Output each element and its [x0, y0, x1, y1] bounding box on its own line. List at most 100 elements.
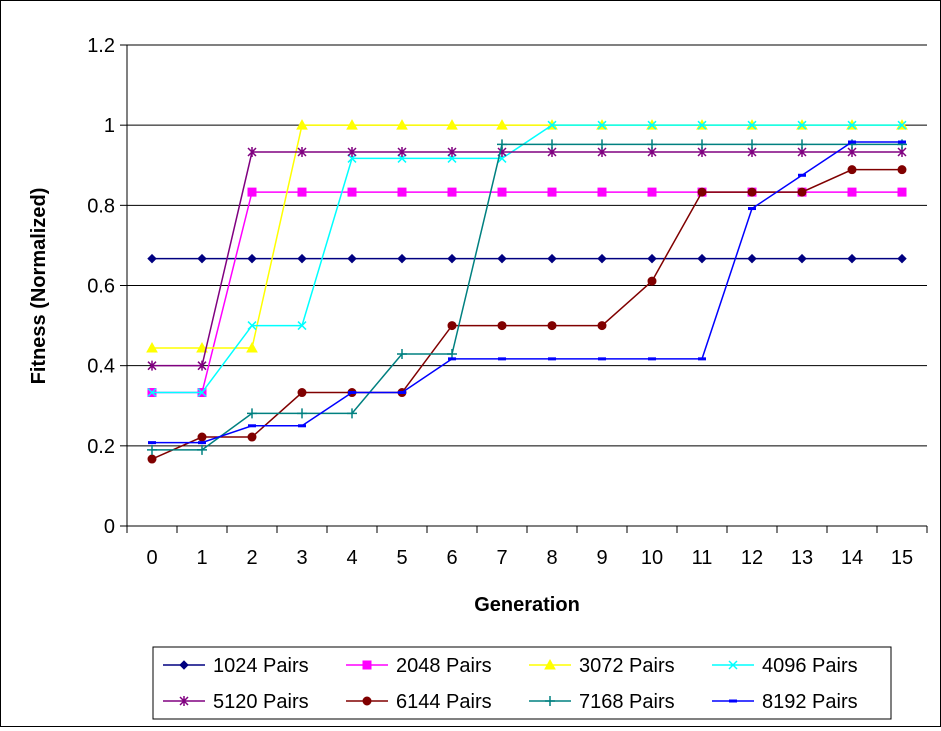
- data-point: [397, 147, 407, 158]
- data-point: [647, 253, 657, 264]
- data-point: [197, 253, 207, 264]
- data-point: [898, 140, 906, 144]
- x-tick-label: 14: [841, 547, 863, 569]
- data-point: [547, 120, 557, 130]
- y-tick-label: 0.4: [87, 356, 115, 378]
- data-point: [247, 147, 257, 158]
- data-point: [147, 387, 157, 398]
- data-point: [698, 357, 706, 361]
- legend-swatch-marker: [179, 660, 189, 670]
- data-point: [897, 120, 907, 130]
- data-point: [897, 165, 907, 175]
- legend-label: 1024 Pairs: [213, 655, 309, 677]
- data-point: [447, 153, 457, 163]
- data-point: [397, 187, 407, 197]
- data-point: [346, 119, 358, 130]
- legend-entries: 1024 Pairs 2048 Pairs 3072 Pairs 4096 Pairs…: [163, 655, 858, 713]
- legend: 1024 Pairs 2048 Pairs 3072 Pairs 4096 Pairs…: [152, 646, 892, 720]
- data-point: [497, 139, 507, 150]
- data-point: [647, 187, 657, 197]
- data-point: [647, 139, 657, 150]
- legend-swatch-marker: [729, 699, 737, 703]
- x-tick-label: 11: [692, 547, 713, 569]
- x-axis-title: Generation: [474, 594, 580, 616]
- data-point: [447, 187, 457, 197]
- data-point: [897, 253, 907, 264]
- data-point: [548, 357, 556, 361]
- data-point: [146, 342, 158, 353]
- series-8: [148, 140, 906, 445]
- legend-entry: 1024 Pairs: [163, 655, 309, 677]
- data-point: [446, 119, 458, 130]
- series-5: [147, 147, 907, 371]
- legend-swatch-marker: [545, 696, 555, 706]
- data-point: [647, 120, 657, 130]
- data-point: [597, 120, 607, 130]
- data-point: [347, 253, 357, 264]
- legend-entry: 7168 Pairs: [529, 691, 675, 713]
- data-point: [497, 187, 507, 197]
- x-tick-label: 2: [246, 547, 257, 569]
- data-point: [196, 342, 208, 353]
- data-point: [297, 408, 307, 419]
- x-tick-label: 0: [146, 547, 157, 569]
- data-point: [397, 253, 407, 264]
- x-tick-label: 6: [446, 547, 457, 569]
- x-tick-label: 5: [396, 547, 407, 569]
- data-point: [347, 408, 357, 419]
- data-point: [547, 321, 557, 331]
- y-tick-label: 0.2: [87, 436, 115, 458]
- y-tick-label: 0.8: [87, 195, 115, 217]
- axes: [120, 44, 928, 533]
- data-point: [497, 321, 507, 331]
- data-point: [197, 432, 207, 442]
- legend-swatch-marker: [179, 696, 189, 706]
- data-point: [347, 147, 357, 158]
- data-point: [297, 253, 307, 264]
- y-tick-label: 0.6: [87, 276, 115, 298]
- data-point: [246, 342, 258, 353]
- data-point: [197, 444, 207, 455]
- data-point: [598, 357, 606, 361]
- legend-swatch-marker: [362, 696, 372, 706]
- data-point: [847, 120, 857, 130]
- legend-label: 5120 Pairs: [213, 691, 309, 713]
- data-point: [147, 360, 157, 371]
- data-point: [847, 187, 857, 197]
- x-tick-label: 7: [496, 547, 507, 569]
- x-tick-label: 1: [196, 547, 207, 569]
- x-tick-label: 8: [546, 547, 557, 569]
- series-1: [147, 253, 907, 264]
- gridlines: [127, 44, 927, 447]
- series-line: [152, 124, 902, 394]
- data-point: [897, 187, 907, 197]
- legend-label: 3072 Pairs: [579, 655, 675, 677]
- data-point: [797, 120, 807, 130]
- series-4: [147, 120, 907, 398]
- data-point: [247, 321, 257, 331]
- legend-swatch-marker: [728, 660, 738, 670]
- legend-entry: 3072 Pairs: [529, 655, 675, 677]
- x-tick-label: 10: [641, 547, 663, 569]
- y-tick-label: 1: [104, 115, 115, 137]
- data-point: [747, 139, 757, 150]
- data-point: [648, 357, 656, 361]
- data-point: [297, 321, 307, 331]
- data-point: [147, 444, 157, 455]
- data-point: [148, 441, 156, 445]
- data-point: [247, 187, 257, 197]
- data-point: [697, 120, 707, 130]
- data-point: [197, 360, 207, 371]
- y-tick-label: 1.2: [87, 35, 115, 57]
- data-point: [297, 147, 307, 158]
- data-point: [597, 139, 607, 150]
- legend-label: 7168 Pairs: [579, 691, 675, 713]
- legend-entry: 5120 Pairs: [163, 691, 309, 713]
- data-point: [597, 321, 607, 331]
- data-point: [797, 139, 807, 150]
- data-point: [247, 432, 257, 442]
- data-point: [647, 276, 657, 286]
- data-point: [797, 253, 807, 264]
- data-point: [448, 357, 456, 361]
